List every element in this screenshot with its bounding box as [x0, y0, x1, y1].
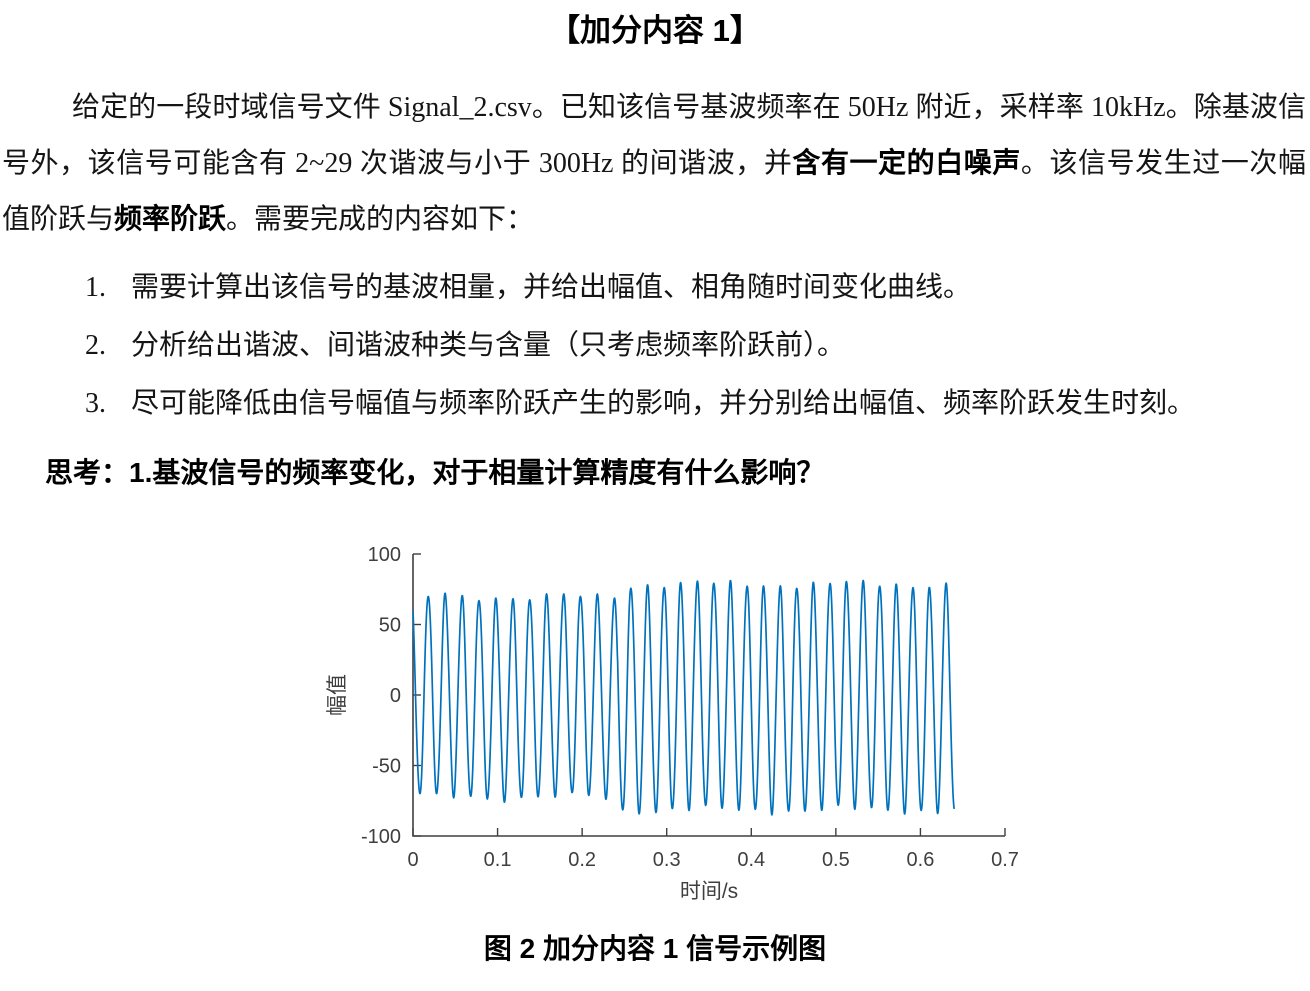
svg-text:100: 100 — [368, 544, 401, 566]
svg-text:时间/s: 时间/s — [680, 880, 738, 903]
svg-text:50: 50 — [379, 615, 401, 637]
intro-text-2: 。该信号发生过一次幅值阶跃与 — [2, 148, 1306, 235]
page-title: 【加分内容 1】 — [549, 13, 761, 48]
task-number: 2. — [85, 330, 106, 361]
thinking-question: 思考：1.基波信号的频率变化，对于相量计算精度有什么影响？ — [45, 457, 825, 488]
svg-text:-50: -50 — [372, 756, 401, 778]
task-list: 1. 需要计算出该信号的基波相量，并给出幅值、相角随时间变化曲线。 2. 分析给出谐… — [0, 271, 1310, 421]
svg-text:0.5: 0.5 — [822, 849, 850, 871]
figure-caption: 图 2 加分内容 1 信号示例图 — [483, 933, 827, 964]
svg-text:-100: -100 — [361, 826, 401, 848]
svg-text:0.1: 0.1 — [484, 849, 512, 871]
svg-text:0.3: 0.3 — [653, 849, 681, 871]
intro-text-1: 给定的一段时域信号文件 Signal_2.csv。已知该信号基波频率在 50Hz… — [2, 92, 1306, 179]
task-item-3: 3. 尽可能降低由信号幅值与频率阶跃产生的影响，并分别给出幅值、频率阶跃发生时刻。 — [0, 387, 1310, 421]
intro-bold-white-noise: 含有一定的白噪声 — [792, 147, 1021, 178]
intro-paragraph: 给定的一段时域信号文件 Signal_2.csv。已知该信号基波频率在 50Hz… — [2, 80, 1306, 247]
task-number: 1. — [85, 272, 106, 303]
task-number: 3. — [85, 388, 106, 419]
svg-text:0.4: 0.4 — [737, 849, 765, 871]
svg-text:0: 0 — [407, 849, 418, 871]
task-text: 需要计算出该信号的基波相量，并给出幅值、相角随时间变化曲线。 — [131, 272, 972, 303]
svg-text:0.7: 0.7 — [991, 849, 1019, 871]
svg-text:0.6: 0.6 — [907, 849, 935, 871]
intro-text-3: 。需要完成的内容如下： — [226, 204, 535, 235]
svg-text:0.2: 0.2 — [568, 849, 596, 871]
intro-bold-frequency-step: 频率阶跃 — [114, 203, 227, 234]
svg-text:幅值: 幅值 — [326, 674, 349, 716]
svg-text:0: 0 — [390, 685, 401, 707]
signal-figure: -100 -50 0 50 100 0 0.1 0.2 0.3 0.4 0.5 0.6 0.7 时间/s 幅… — [0, 541, 1310, 921]
task-item-1: 1. 需要计算出该信号的基波相量，并给出幅值、相角随时间变化曲线。 — [0, 271, 1310, 305]
task-text: 尽可能降低由信号幅值与频率阶跃产生的影响，并分别给出幅值、频率阶跃发生时刻。 — [131, 388, 1196, 419]
task-text: 分析给出谐波、间谐波种类与含量（只考虑频率阶跃前）。 — [131, 330, 846, 361]
task-item-2: 2. 分析给出谐波、间谐波种类与含量（只考虑频率阶跃前）。 — [0, 329, 1310, 363]
signal-chart: -100 -50 0 50 100 0 0.1 0.2 0.3 0.4 0.5 0.6 0.7 时间/s 幅… — [326, 544, 1019, 903]
